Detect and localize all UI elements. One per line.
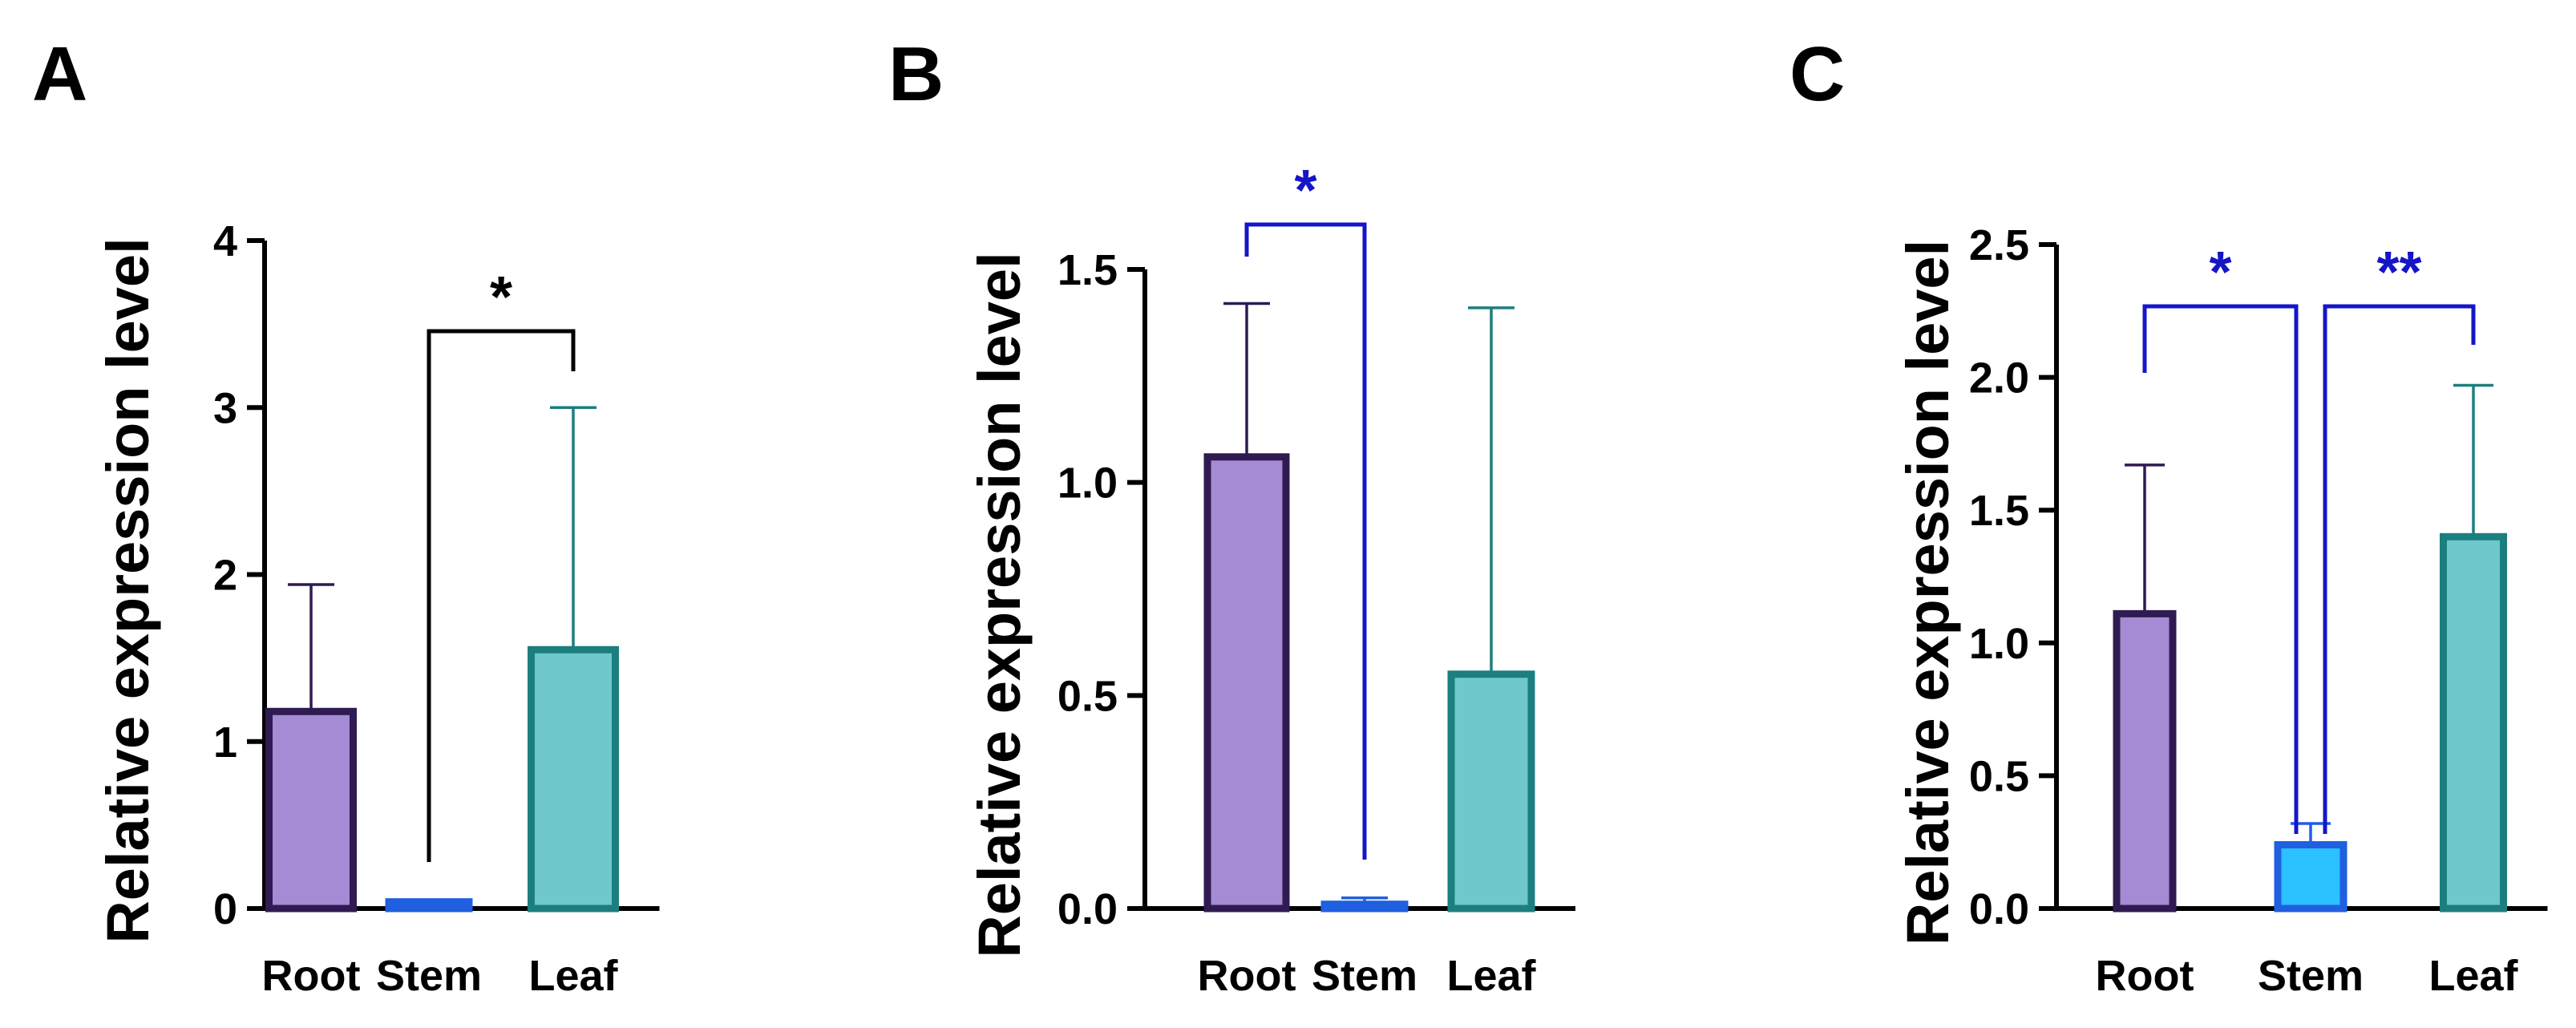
bar-leaf: [2440, 532, 2507, 913]
significance-marker: *: [1294, 159, 1316, 223]
x-tick-label: Root: [1198, 952, 1296, 1000]
y-tick-label: 0: [213, 885, 237, 933]
y-tick-label: 0.5: [1057, 672, 1118, 720]
x-tick-label: Stem: [1312, 952, 1417, 1000]
significance-bracket: [427, 329, 576, 862]
y-tick-label: 3: [213, 384, 237, 432]
y-tick-label: 2.0: [1969, 354, 2029, 403]
y-tick-label: 1.0: [1969, 620, 2029, 668]
y-tick-label: 2.5: [1969, 221, 2029, 269]
bar-leaf: [1447, 670, 1535, 913]
panel-b: B Relative expression level 0.0 0.5 1.0 1.5 Ro…: [888, 31, 1575, 1000]
panel-letter: A: [32, 31, 87, 117]
y-axis-label: Relative expression level: [95, 237, 161, 943]
y-tick-label: 4: [213, 217, 237, 265]
panel-c: C Relative expression level 0.0 0.5 1.0 1.5 2.…: [1789, 31, 2548, 1000]
y-tick-label: 0.0: [1969, 885, 2029, 933]
bar-root: [265, 707, 357, 913]
x-tick-label: Leaf: [2428, 952, 2518, 1000]
x-tick-label: Root: [262, 952, 361, 1000]
significance-marker: *: [490, 265, 512, 330]
y-tick-label: 1.5: [1057, 246, 1118, 294]
bar-stem: [2274, 841, 2348, 913]
x-tick-label: Root: [2096, 952, 2194, 1000]
bar-leaf: [528, 646, 619, 913]
panel-letter: C: [1789, 31, 1845, 117]
significance-bracket: [2323, 304, 2476, 834]
y-tick-label: 1.5: [1969, 487, 2029, 535]
significance-marker: **: [2376, 241, 2421, 305]
x-tick-label: Stem: [376, 952, 482, 1000]
y-axis-label: Relative expression level: [966, 252, 1033, 957]
significance-bracket: [2142, 304, 2299, 834]
x-tick-label: Stem: [2258, 952, 2364, 1000]
panel-letter: B: [888, 31, 944, 117]
bar-stem: [1320, 901, 1409, 913]
significance-marker: *: [2209, 241, 2231, 305]
bar-root: [2113, 609, 2177, 913]
y-tick-label: 1.0: [1057, 459, 1118, 508]
x-tick-label: Leaf: [1446, 952, 1536, 1000]
y-tick-label: 0.0: [1057, 885, 1118, 933]
y-axis-label: Relative expression level: [1895, 240, 1961, 945]
bar-root: [1203, 453, 1290, 913]
y-tick-label: 0.5: [1969, 752, 2029, 800]
significance-bracket: [1244, 222, 1367, 860]
y-tick-label: 1: [213, 718, 237, 767]
bar-stem: [385, 898, 473, 913]
panel-a: A Relative expression level 0 1 2 3 4 Root Stem L…: [32, 31, 660, 1000]
x-tick-label: Leaf: [528, 952, 618, 1000]
y-tick-label: 2: [213, 552, 237, 600]
